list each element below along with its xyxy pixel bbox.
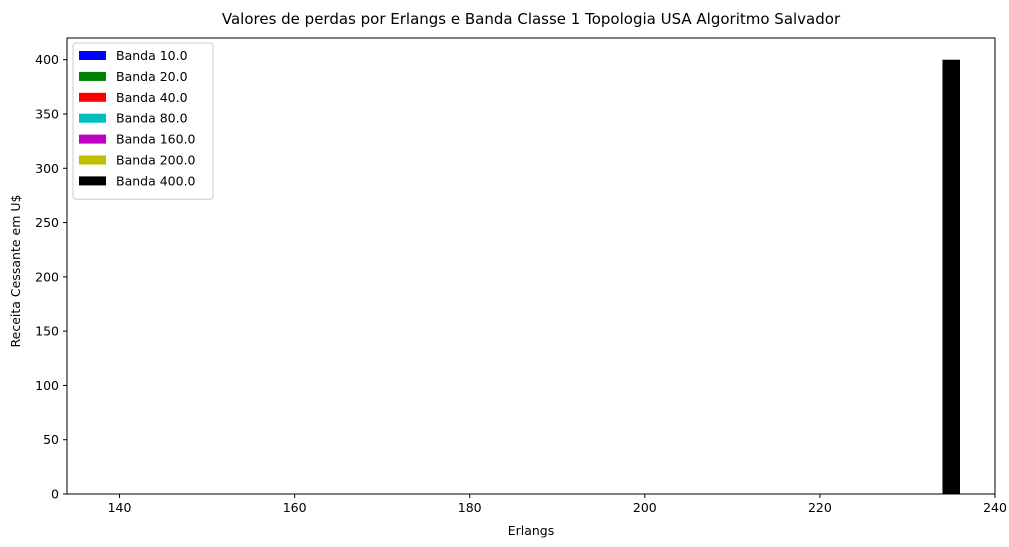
legend-label: Banda 80.0: [116, 111, 188, 126]
legend: Banda 10.0 Banda 20.0 Banda 40.0 Banda 80.0…: [72, 42, 214, 200]
x-tick-label: 160: [283, 500, 307, 515]
y-tick-label: 150: [35, 324, 59, 339]
plot-frame: [66, 37, 996, 495]
legend-swatch: [79, 155, 106, 165]
y-tick-label: 200: [35, 269, 59, 284]
bar-banda-400-0: [942, 59, 960, 494]
chart-title: Valores de perdas por Erlangs e Banda Cl…: [222, 10, 841, 28]
legend-frame: [72, 42, 214, 200]
legend-label: Banda 20.0: [116, 69, 188, 84]
legend-swatch: [79, 113, 106, 123]
x-tick-label: 220: [808, 500, 832, 515]
y-tick-label: 300: [35, 161, 59, 176]
legend-label: Banda 160.0: [116, 132, 196, 147]
y-tick-label: 50: [43, 432, 59, 447]
x-tick-label: 180: [458, 500, 482, 515]
y-tick-label: 100: [35, 378, 59, 393]
legend-swatch: [79, 71, 106, 81]
x-axis-label: Erlangs: [508, 523, 555, 538]
y-axis-label: Receita Cessante em U$: [8, 195, 23, 348]
y-axis-ticks: 0 50 100 150 200 250 300 350 400: [35, 52, 67, 502]
legend-label: Banda 400.0: [116, 173, 196, 188]
legend-label: Banda 200.0: [116, 153, 196, 168]
legend-swatch: [79, 51, 106, 60]
y-tick-label: 250: [35, 215, 59, 230]
legend-label: Banda 10.0: [116, 48, 188, 63]
y-tick-label: 0: [51, 487, 59, 502]
y-tick-label: 400: [35, 52, 59, 67]
x-tick-label: 200: [633, 500, 657, 515]
x-tick-label: 240: [983, 500, 1007, 515]
x-axis-ticks: 140 160 180 200 220 240: [108, 494, 1007, 515]
legend-label: Banda 40.0: [116, 90, 188, 105]
legend-swatch: [79, 134, 106, 144]
bars: [942, 59, 960, 494]
y-tick-label: 350: [35, 107, 59, 122]
legend-swatch: [79, 176, 106, 186]
x-tick-label: 140: [108, 500, 132, 515]
legend-swatch: [79, 92, 106, 102]
